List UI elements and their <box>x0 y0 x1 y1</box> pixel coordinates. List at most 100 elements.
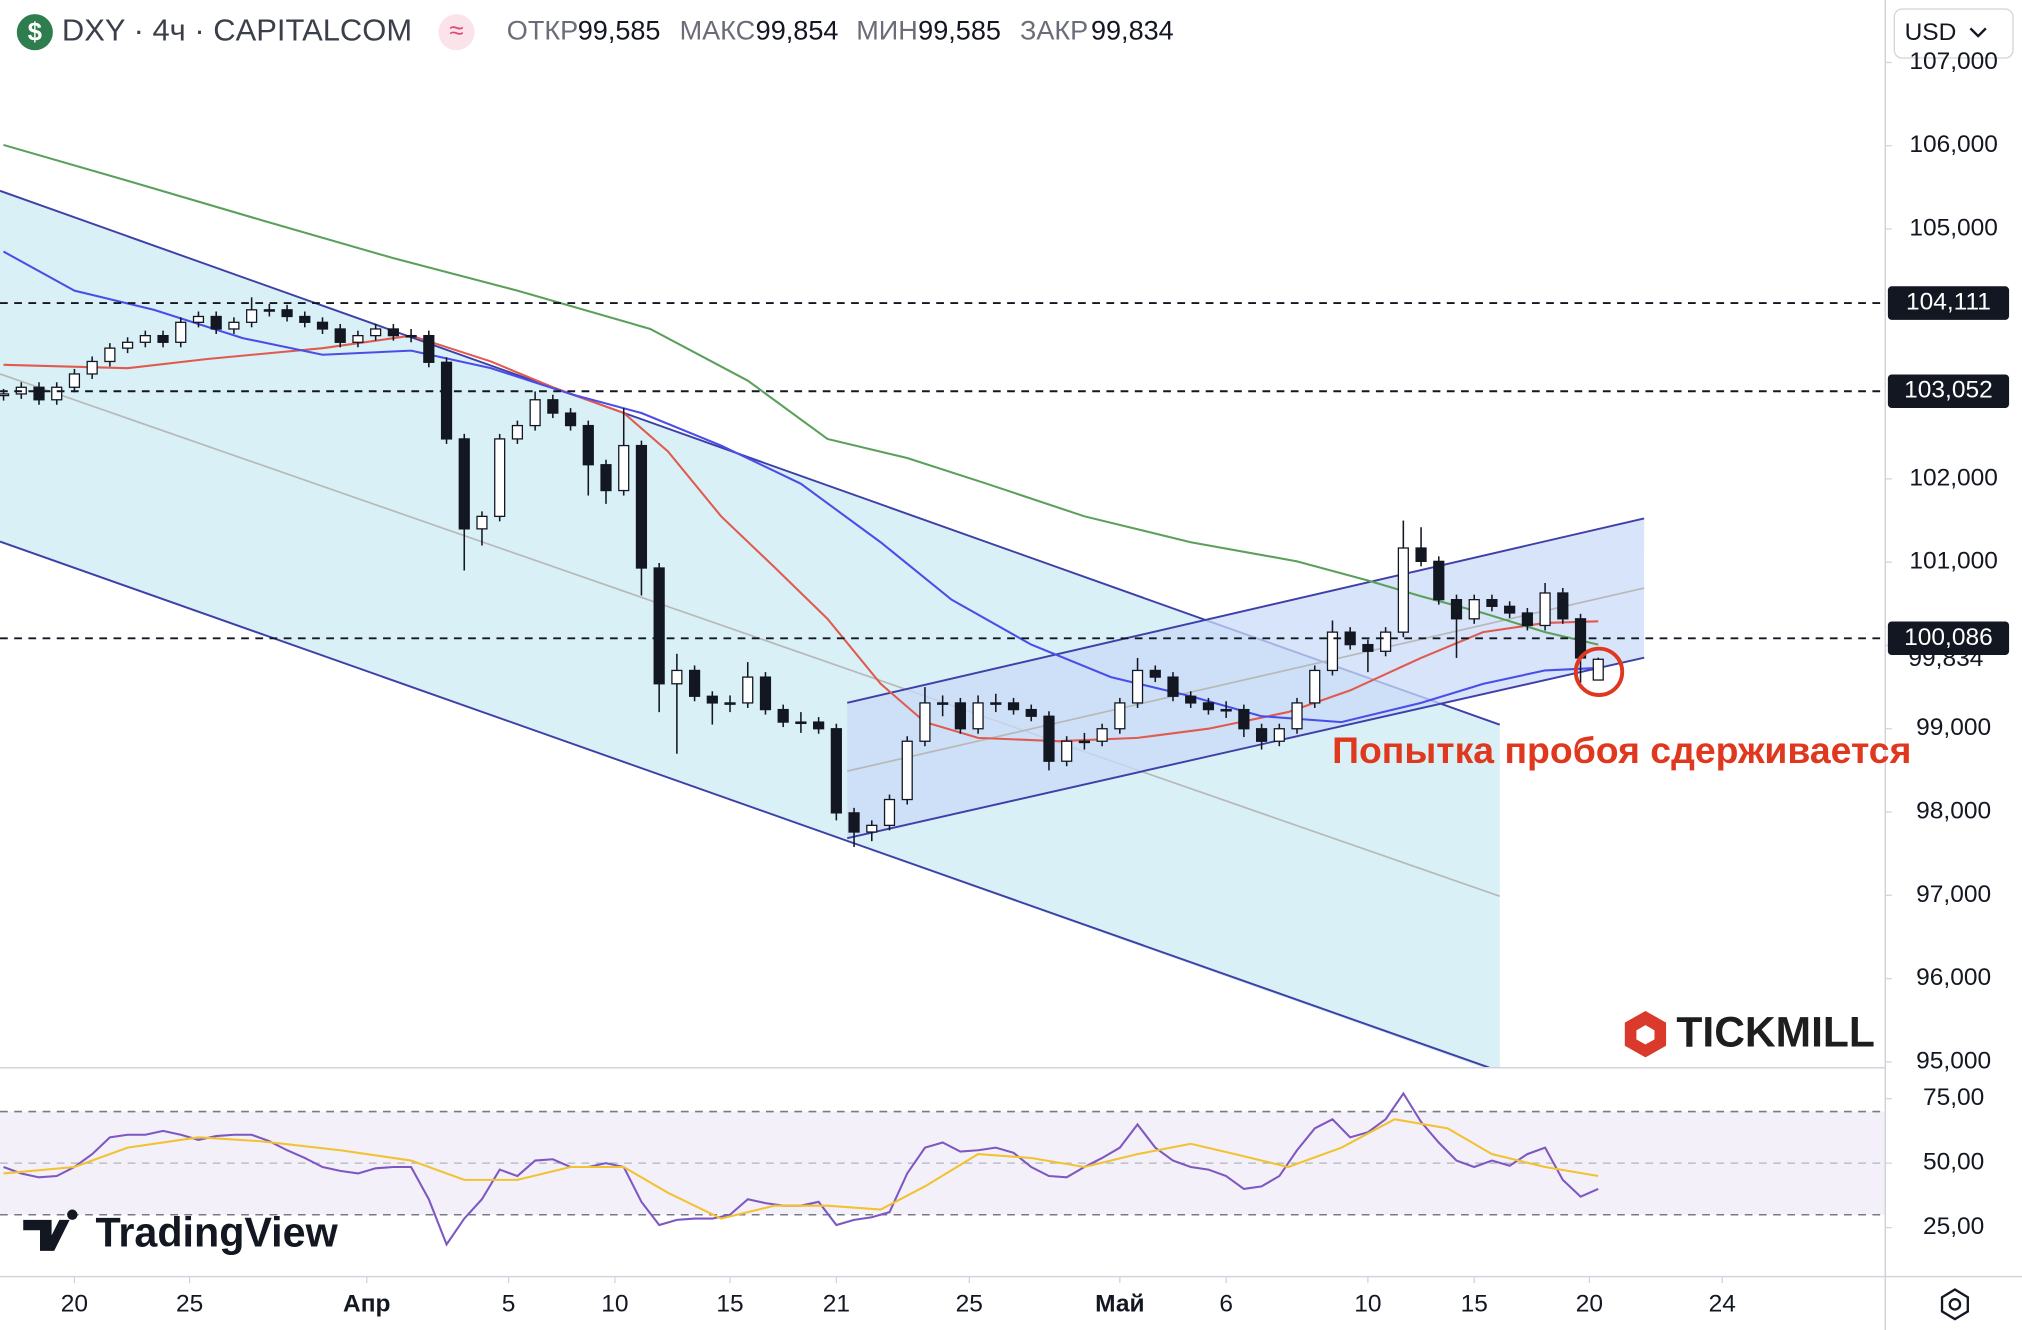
candle-body <box>1486 599 1498 607</box>
y-tick-label: 105,000 <box>1909 215 1998 242</box>
x-tick-label: 10 <box>1354 1290 1381 1317</box>
header: $ DXY · 4ч · CAPITALCOM ≈ ОТКР 99,585 МАКС… <box>0 0 1213 65</box>
channel-line <box>847 517 1645 704</box>
last-price-label: 99,834 <box>1908 645 1983 672</box>
channel-midline <box>0 373 1500 898</box>
ohlc-value: 99,854 <box>756 14 839 45</box>
candle-body <box>848 812 860 833</box>
platform-logo-mark <box>23 1209 78 1251</box>
candle-body <box>86 360 98 375</box>
candle-body <box>1025 708 1037 717</box>
currency-selector[interactable]: USD <box>1893 8 2014 59</box>
rsi-line <box>3 1118 1599 1220</box>
candle-body <box>299 315 311 323</box>
candle-body <box>671 669 683 685</box>
x-tick-label: 15 <box>1461 1290 1488 1317</box>
ohlc-value: 99,585 <box>578 14 661 45</box>
candle-body <box>1433 560 1445 601</box>
y-tick-label: 102,000 <box>1909 464 1998 491</box>
currency-label[interactable]: USD <box>1905 19 1957 46</box>
settings-icon[interactable] <box>1948 1298 1962 1311</box>
candle-body <box>1557 592 1569 620</box>
candle-body <box>1043 715 1055 762</box>
x-tick-label: 15 <box>716 1290 743 1317</box>
broker-logo: TICKMILL <box>1624 1009 1875 1058</box>
ohlc-label: ОТКР <box>507 14 578 45</box>
candle-body <box>139 334 151 343</box>
price-level-tag <box>1887 286 2010 320</box>
candle-body <box>104 347 116 363</box>
plot-area <box>0 143 1886 1247</box>
candle-body <box>1397 547 1409 633</box>
price-level-label: 104,111 <box>1906 289 1991 316</box>
dropdown-chevron[interactable] <box>1969 27 1987 38</box>
x-tick-label: 6 <box>1219 1290 1233 1317</box>
candle-body <box>724 702 736 705</box>
candle-body <box>192 315 205 323</box>
y-tick-label: 25,00 <box>1923 1213 1984 1240</box>
candle-body <box>1149 669 1161 678</box>
candle-body <box>600 464 612 492</box>
candle-body <box>954 702 966 730</box>
candle-body <box>1273 728 1285 742</box>
candle-body <box>795 721 807 725</box>
candle-body <box>937 702 949 705</box>
settings-button[interactable] <box>1940 1288 1969 1321</box>
candle-body <box>1220 708 1232 712</box>
candle-body <box>1592 658 1604 681</box>
candle-body <box>1291 702 1303 730</box>
candle-body <box>1238 708 1250 730</box>
currency-button[interactable] <box>1893 8 2014 59</box>
y-tick-label: 98,000 <box>1916 797 1991 824</box>
candle-body <box>919 702 931 742</box>
platform-logo: TradingView <box>23 1209 339 1255</box>
candle-body <box>387 328 399 337</box>
candle-body <box>582 424 594 466</box>
candle-body <box>688 669 701 697</box>
descending-channel <box>0 190 1500 1068</box>
candle-body <box>405 334 417 338</box>
ohlc-legend: ОТКР 99,585 МАКС 99,854 МИН 99,585 ЗАКР 99,834 <box>507 14 1174 45</box>
candle-body <box>316 321 329 330</box>
x-tick-label: 20 <box>1576 1290 1603 1317</box>
candle-body <box>1114 702 1126 730</box>
price-level-label: 103,052 <box>1904 377 1993 404</box>
candle-body <box>1468 599 1480 620</box>
symbol-logo-glyph: $ <box>28 18 42 46</box>
y-tick-label: 101,000 <box>1909 548 1998 575</box>
ohlc-value: 99,834 <box>1091 14 1174 45</box>
candle-body <box>1362 643 1374 652</box>
moving-average <box>3 334 1599 743</box>
y-tick-label: 107,000 <box>1909 48 1998 75</box>
candle-body <box>1309 669 1321 704</box>
candle-body <box>1202 702 1215 711</box>
candle-body <box>883 798 896 826</box>
broker-name: TICKMILL <box>1676 1009 1875 1057</box>
highlight-circle <box>1573 646 1625 697</box>
candle-body <box>228 321 240 330</box>
candle-body <box>1078 740 1091 744</box>
candle-body <box>281 309 293 318</box>
symbol-logo <box>16 14 53 51</box>
x-tick-label: 10 <box>601 1290 628 1317</box>
settings-icon[interactable] <box>1940 1288 1969 1321</box>
candle-body <box>458 438 470 530</box>
x-tick-label: Апр <box>343 1290 390 1317</box>
y-tick-label: 106,000 <box>1909 131 1998 158</box>
candle-body <box>706 695 718 704</box>
candle-body <box>1450 599 1463 620</box>
y-tick-label: 75,00 <box>1923 1084 1984 1111</box>
candle-body <box>494 438 506 518</box>
x-tick-label: 20 <box>61 1290 88 1317</box>
candle-body <box>1504 605 1516 614</box>
candle-body <box>0 393 10 397</box>
y-tick-label: 97,000 <box>1916 881 1991 908</box>
candle-body <box>1415 547 1427 562</box>
candle-body <box>759 676 772 711</box>
x-tick-label: Май <box>1095 1290 1144 1317</box>
candle-body <box>1007 702 1020 711</box>
candle-body <box>121 341 134 349</box>
candle-body <box>529 399 541 427</box>
candle-body <box>1539 592 1551 627</box>
